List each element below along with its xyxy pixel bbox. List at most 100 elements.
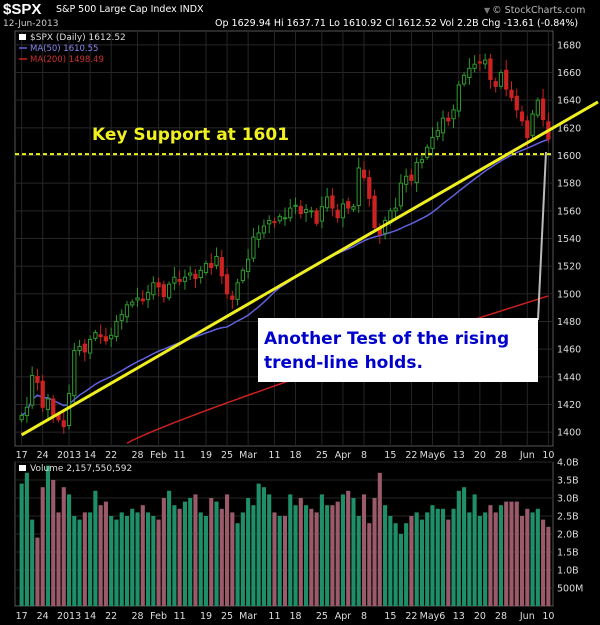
- volume-bar: [404, 523, 409, 606]
- volume-bar: [251, 505, 256, 606]
- candle-body: [525, 120, 530, 139]
- candle-body: [361, 169, 367, 179]
- volume-bar: [209, 498, 214, 606]
- volume-bar: [140, 505, 145, 606]
- candle-body: [409, 174, 414, 181]
- candle-body: [209, 262, 214, 269]
- price-tick-label: 1560: [557, 206, 581, 217]
- candle-body: [535, 99, 540, 116]
- ticker-symbol: $SPX: [3, 1, 42, 18]
- volume-bar: [477, 516, 482, 606]
- candle-body: [114, 321, 119, 337]
- candle-body: [393, 207, 398, 212]
- volume-bar: [214, 501, 219, 606]
- support-label: Key Support at 1601: [92, 125, 289, 145]
- volume-bar: [40, 487, 45, 606]
- volume-bar: [304, 505, 309, 606]
- candle-body: [367, 177, 372, 199]
- candle-body: [277, 215, 282, 222]
- volume-tick-label: 3.5B: [557, 476, 579, 487]
- volume-bar: [493, 512, 498, 606]
- volume-bar: [172, 505, 177, 606]
- candle-body: [40, 380, 45, 408]
- volume-bar: [24, 472, 29, 606]
- index-name: S&P 500 Large Cap Index INDX: [56, 4, 204, 15]
- candle-body: [288, 207, 293, 219]
- price-x-tick-label: 17: [16, 450, 28, 461]
- price-x-axis: 17 24 2013 14 22 28 Feb 11 19 25 Mar 11 18 25 Apr 8 15 22…: [16, 450, 555, 461]
- volume-bar: [156, 519, 161, 606]
- candle-body: [325, 196, 330, 209]
- candle-body: [298, 205, 303, 215]
- candle-body: [151, 282, 156, 296]
- callout-pointer: [537, 151, 547, 321]
- price-x-tick-label: 20: [474, 450, 486, 461]
- price-tick-label: 1420: [557, 400, 581, 411]
- volume-x-tick-label: 2013: [57, 611, 81, 622]
- volume-bar: [525, 508, 530, 606]
- volume-x-tick-label: 20: [474, 611, 486, 622]
- volume-bar: [488, 505, 493, 606]
- volume-bar: [119, 512, 124, 606]
- candle-body: [282, 217, 288, 220]
- volume-bar: [225, 494, 230, 606]
- price-tick-label: 1540: [557, 234, 581, 245]
- volume-bar: [367, 523, 372, 606]
- volume-bar: [462, 487, 467, 606]
- candle-body: [35, 376, 40, 383]
- volume-bar: [77, 519, 82, 606]
- volume-tick-label: 2.0B: [557, 530, 579, 541]
- candle-body: [351, 206, 356, 210]
- candle-body: [319, 206, 325, 222]
- volume-x-tick-label: 24: [37, 611, 49, 622]
- candle-body: [140, 298, 145, 302]
- candle-body: [540, 98, 546, 121]
- volume-bar: [325, 505, 330, 606]
- price-x-tick-label: 24: [37, 450, 49, 461]
- volume-bar: [235, 523, 240, 606]
- candle-body: [130, 301, 135, 306]
- candle-body: [509, 89, 514, 98]
- price-tick-label: 1500: [557, 289, 581, 300]
- candle-body: [519, 111, 525, 122]
- volume-bar: [45, 465, 51, 606]
- volume-y-axis: 500M 1.0B 1.5B 2.0B 2.5B 3.0B 3.5B 4.0B: [557, 458, 583, 595]
- price-x-tick-label: 25: [316, 450, 328, 461]
- candle-body: [340, 203, 346, 219]
- volume-x-axis: 17 24 2013 14 22 28 Feb 11 19 25 Mar 11 18 25 Apr 8 15 22…: [16, 611, 555, 622]
- volume-x-tick-label: Mar: [239, 611, 257, 622]
- volume-x-tick-label: 22: [405, 611, 417, 622]
- volume-tick-label: 3.0B: [557, 494, 579, 505]
- candle-body: [219, 257, 224, 277]
- price-tick-label: 1660: [557, 68, 581, 79]
- volume-bar: [330, 505, 335, 606]
- volume-bar: [514, 501, 519, 606]
- candle-body: [124, 304, 130, 318]
- candle-body: [93, 332, 98, 339]
- candle-body: [493, 81, 498, 87]
- legend-volume: Volume 2,157,550,592: [30, 464, 132, 474]
- volume-bar: [293, 505, 298, 606]
- volume-bar: [414, 512, 419, 606]
- volume-bar: [440, 508, 446, 606]
- price-legend: $SPX (Daily) 1612.52 MA(50) 1610.55 MA(2…: [19, 33, 126, 65]
- volume-bar: [135, 512, 140, 606]
- volume-x-tick-label: 18: [289, 611, 301, 622]
- volume-bar: [256, 483, 261, 606]
- price-x-tick-label: Apr: [335, 450, 352, 461]
- volume-bar: [288, 494, 293, 606]
- candle-body: [467, 67, 472, 78]
- price-x-tick-label: 22: [405, 450, 417, 461]
- volume-x-tick-label: 13: [453, 611, 465, 622]
- volume-bar: [109, 516, 114, 606]
- candle-body: [483, 59, 488, 65]
- candle-body: [135, 297, 140, 301]
- brand-arrow-icon: ▼: [484, 6, 491, 15]
- candle-body: [256, 232, 261, 240]
- volume-bar: [346, 490, 351, 606]
- volume-bar: [203, 516, 209, 606]
- volume-bar: [419, 519, 425, 606]
- candle-body: [314, 210, 319, 224]
- legend-ma200: MA(200) 1498.49: [30, 55, 104, 65]
